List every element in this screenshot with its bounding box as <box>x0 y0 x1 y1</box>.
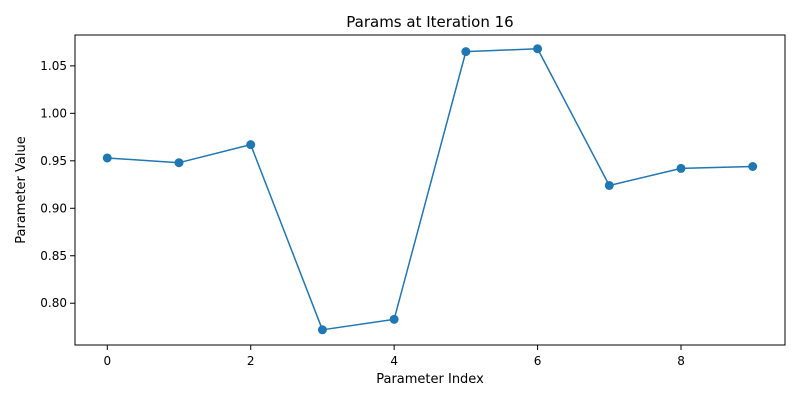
data-point <box>604 180 614 190</box>
y-tick-label: 1.00 <box>40 106 67 120</box>
y-axis-ticks: 0.80 0.85 0.90 0.95 1.00 1.05 <box>40 59 75 310</box>
y-tick-label: 0.80 <box>40 296 67 310</box>
x-tick-label: 0 <box>103 354 111 368</box>
y-tick-label: 0.85 <box>40 249 67 263</box>
x-tick-label: 4 <box>390 354 398 368</box>
data-point <box>461 47 471 57</box>
data-point <box>317 325 327 335</box>
chart-title: Params at Iteration 16 <box>346 13 513 31</box>
y-tick-label: 1.05 <box>40 59 67 73</box>
y-axis-label: Parameter Value <box>14 136 29 243</box>
data-point <box>174 158 184 168</box>
series-line <box>107 48 753 331</box>
data-point <box>748 162 758 171</box>
data-point <box>102 153 112 163</box>
y-tick-label: 0.95 <box>40 154 67 168</box>
x-tick-label: 6 <box>534 354 542 368</box>
series-layer <box>102 44 758 335</box>
x-axis-label: Parameter Index <box>376 372 484 387</box>
plot-area <box>74 34 786 346</box>
y-tick-label: 0.90 <box>40 201 67 215</box>
x-axis-ticks: 0 2 4 6 8 <box>103 345 685 368</box>
data-point <box>676 163 686 173</box>
data-point <box>533 44 543 54</box>
x-tick-label: 8 <box>677 354 685 368</box>
data-point <box>389 314 399 324</box>
x-tick-label: 2 <box>247 354 255 368</box>
data-point <box>246 140 256 150</box>
